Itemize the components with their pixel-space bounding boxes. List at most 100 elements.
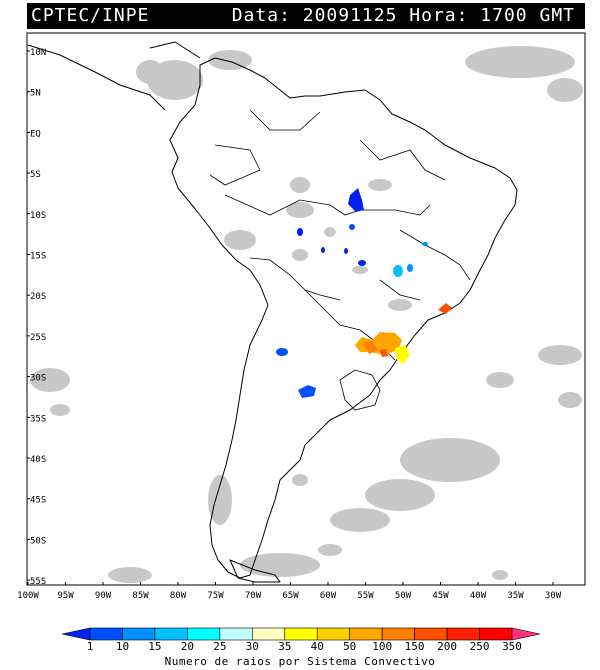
cloud-patch [318,544,342,556]
cloud-patch [208,50,252,70]
cloud-patch [50,404,70,416]
cloud-patch [224,230,256,250]
storm-cell [348,188,364,212]
cloud-patch [292,249,308,261]
country-border [249,109,321,131]
storm-cell [380,349,388,357]
caribbean-coast [149,41,201,59]
colorbar-swatch [349,627,383,641]
colorbar-swatch [284,627,318,641]
lon-label: 65W [282,591,299,601]
colorbar-tick-label: 100 [372,640,392,653]
storm-cell [321,247,325,253]
lon-label: 50W [395,591,412,601]
lon-label: 30W [545,591,562,601]
storm-cell [349,224,355,230]
colorbar-swatches [61,627,541,641]
storm-cell [344,248,348,254]
storm-cell [297,228,303,236]
cloud-patch [208,475,232,525]
storm-cell [298,385,316,398]
cloud-patch [290,177,310,193]
cloud-patch [108,567,152,583]
country-border [379,279,421,301]
storm-cell [407,264,413,272]
convective-systems-layer [276,188,452,398]
south-america-coastline [169,57,518,579]
colorbar-tick-label: 15 [148,640,161,653]
title-bar: CPTEC/INPE Data: 20091125 Hora: 1700 GMT [27,3,585,29]
colorbar-swatch [252,627,286,641]
colorbar-swatch [511,627,541,641]
lat-label: 5S [30,170,41,180]
lat-label: 55S [30,577,46,587]
colorbar-swatch [89,627,123,641]
cloud-patch [400,438,500,482]
cloud-patch [368,179,392,191]
lon-label: 80W [170,591,187,601]
country-borders-layer [209,109,471,411]
storm-cell [393,265,403,277]
colorbar-swatch [446,627,480,641]
colorbar-swatch [414,627,448,641]
cloud-patch [465,46,575,78]
cloud-patch [352,266,368,274]
storm-cell [395,345,410,364]
colorbar-title: Numero de raios por Sistema Convectivo [164,655,436,668]
cloud-patch [558,392,582,408]
cloud-patch [286,202,314,218]
lon-label: 75W [207,591,224,601]
latitude-axis: 10N 5N EQ 5S 10S 15S 20S 25S 30S 35S 40S 45S 50S 55S [27,48,46,587]
storm-cell [438,303,452,314]
colorbar-tick-label: 25 [213,640,226,653]
cloud-patch [330,508,390,532]
coastline-layer [27,41,518,583]
colorbar-tick-label: 20 [181,640,194,653]
storm-cell [363,341,378,354]
source-label: CPTEC/INPE [31,5,150,26]
colorbar-tick-label: 1 [87,640,94,653]
lat-label: 5N [30,89,41,99]
colorbar-tick-label: 40 [311,640,324,653]
cloud-patch [492,570,508,580]
colorbar-labels: 1 10 15 20 25 30 35 40 50 100 150 200 250 350 [87,640,522,653]
colorbar-tick-label: 150 [405,640,425,653]
colorbar-tick-label: 30 [246,640,259,653]
colorbar-tick-label: 10 [116,640,129,653]
lat-label: 20S [30,292,46,302]
lat-label: 50S [30,536,46,546]
colorbar: 1 10 15 20 25 30 35 40 50 100 150 200 250 350 [61,627,541,653]
country-border [224,194,431,216]
lat-label: 25S [30,333,46,343]
lat-label: 10S [30,211,46,221]
cloud-patch [136,60,164,84]
colorbar-swatch [187,627,221,641]
lon-label: 95W [57,591,74,601]
lat-label: 40S [30,455,46,465]
colorbar-tick-label: 200 [437,640,457,653]
cloud-cover-layer [30,46,583,583]
country-border [399,229,471,281]
lat-label: EQ [30,129,41,139]
lat-label: 45S [30,496,46,506]
lat-label: 35S [30,414,46,424]
lon-label: 70W [245,591,262,601]
lat-label: 10N [30,48,46,58]
cloud-patch [486,372,514,388]
country-border [209,144,261,186]
colorbar-swatch [316,627,350,641]
tierra-del-fuego [229,559,281,583]
country-border [359,139,446,181]
cloud-patch [538,345,582,365]
lon-label: 100W [17,591,39,601]
lon-label: 85W [132,591,149,601]
colorbar-tick-label: 350 [502,640,522,653]
colorbar-swatch [154,627,188,641]
cloud-patch [324,227,336,237]
country-border [339,369,381,411]
lon-label: 40W [470,591,487,601]
cloud-patch [30,368,70,392]
lon-label: 45W [432,591,449,601]
country-border [304,289,361,331]
cloud-patch [292,474,308,486]
